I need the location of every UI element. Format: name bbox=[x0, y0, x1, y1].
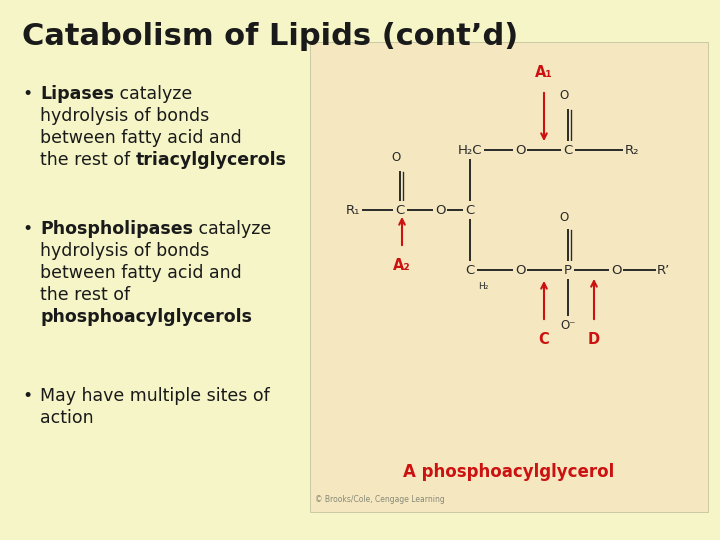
Text: R₁: R₁ bbox=[346, 204, 360, 217]
Text: the rest of: the rest of bbox=[40, 286, 130, 304]
Text: action: action bbox=[40, 409, 94, 427]
Text: C: C bbox=[539, 332, 549, 347]
Text: triacylglycerols: triacylglycerols bbox=[135, 151, 287, 169]
Text: between fatty acid and: between fatty acid and bbox=[40, 129, 242, 147]
FancyBboxPatch shape bbox=[310, 42, 708, 512]
Text: A₁: A₁ bbox=[535, 65, 553, 80]
Text: H₂: H₂ bbox=[478, 282, 488, 291]
Text: R’: R’ bbox=[657, 264, 670, 276]
Text: A phosphoacylglycerol: A phosphoacylglycerol bbox=[403, 463, 615, 481]
Text: O: O bbox=[559, 211, 569, 224]
Text: phosphoacylglycerols: phosphoacylglycerols bbox=[40, 308, 252, 326]
Text: C: C bbox=[395, 204, 405, 217]
Text: P: P bbox=[564, 264, 572, 276]
Text: O: O bbox=[435, 204, 445, 217]
Text: O: O bbox=[392, 151, 400, 164]
Text: hydrolysis of bonds: hydrolysis of bonds bbox=[40, 107, 210, 125]
Text: H₂C: H₂C bbox=[458, 144, 482, 157]
Text: O: O bbox=[559, 89, 569, 102]
Text: Lipases: Lipases bbox=[40, 85, 114, 103]
Text: catalyze: catalyze bbox=[193, 220, 271, 238]
Text: A₂: A₂ bbox=[393, 258, 411, 273]
Text: C: C bbox=[465, 264, 474, 276]
Text: hydrolysis of bonds: hydrolysis of bonds bbox=[40, 242, 210, 260]
Text: O: O bbox=[611, 264, 621, 276]
Text: •: • bbox=[22, 220, 32, 238]
Text: between fatty acid and: between fatty acid and bbox=[40, 264, 242, 282]
Text: the rest of: the rest of bbox=[40, 151, 135, 169]
Text: May have multiple sites of: May have multiple sites of bbox=[40, 387, 270, 405]
Text: © Brooks/Cole, Cengage Learning: © Brooks/Cole, Cengage Learning bbox=[315, 495, 445, 504]
Text: O: O bbox=[515, 264, 526, 276]
Text: C: C bbox=[563, 144, 572, 157]
Text: Phospholipases: Phospholipases bbox=[40, 220, 193, 238]
Text: Catabolism of Lipids (cont’d): Catabolism of Lipids (cont’d) bbox=[22, 22, 518, 51]
Text: D: D bbox=[588, 332, 600, 347]
Text: C: C bbox=[465, 204, 474, 217]
Text: O: O bbox=[515, 144, 526, 157]
Text: O⁻: O⁻ bbox=[560, 319, 576, 332]
Text: •: • bbox=[22, 387, 32, 405]
Text: catalyze: catalyze bbox=[114, 85, 192, 103]
Text: •: • bbox=[22, 85, 32, 103]
Text: R₂: R₂ bbox=[625, 144, 639, 157]
